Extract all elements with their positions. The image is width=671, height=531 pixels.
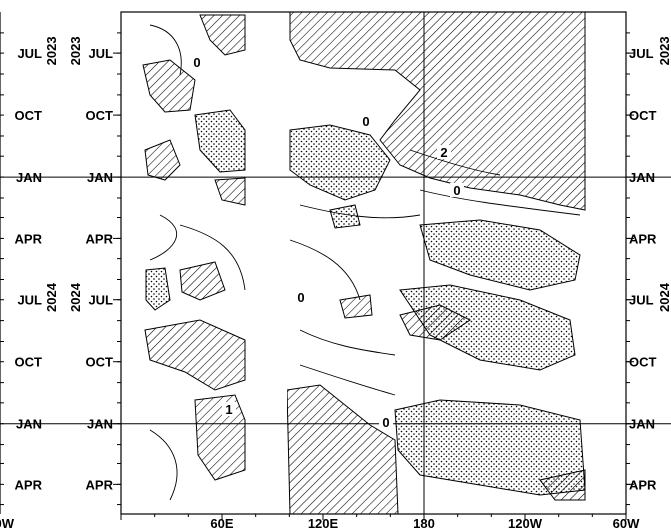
contour-label: 2: [440, 145, 447, 160]
hatched-region: [194, 394, 246, 481]
hatched-region: [339, 294, 373, 319]
y-tick-label-outer-left: OCT: [15, 355, 43, 370]
contour-label: 0: [297, 290, 304, 305]
hatched-region: [144, 139, 181, 181]
contour-line: [149, 429, 178, 501]
y-tick-label-inner-left: OCT: [86, 355, 114, 370]
hatched-region: [286, 384, 399, 514]
x-tick-label: 60E: [210, 516, 233, 531]
data-gap: [247, 12, 287, 514]
y-tick-label-right: APR: [629, 231, 657, 246]
contour-label-bg: [190, 55, 204, 69]
y-tick-label-right: APR: [629, 477, 657, 492]
y-tick-label-outer-left: APR: [15, 477, 43, 492]
plot-frame: [120, 11, 627, 515]
x-tick-label: 120W: [508, 516, 543, 531]
y-tick-label-inner-left: APR: [86, 231, 114, 246]
y-tick-label-inner-left: JUL: [88, 46, 113, 61]
contour-label-bg: [437, 145, 451, 159]
hatched-region: [142, 59, 196, 113]
contour-line: [299, 204, 421, 219]
year-label-right: 2024: [657, 282, 671, 312]
contour-label-bg: [450, 183, 464, 197]
y-tick-label-outer-left: JUL: [17, 46, 42, 61]
hatched-region: [214, 177, 246, 206]
year-label-right: 2023: [657, 36, 671, 65]
stippled-region: [194, 109, 246, 173]
stippled-region: [399, 284, 576, 371]
y-tick-label-outer-left: JUL: [17, 293, 42, 308]
contour-label: 0: [453, 183, 460, 198]
contour-label-bg: [222, 402, 236, 416]
x-tick-label: 0W: [0, 516, 15, 531]
hatched-region: [179, 261, 226, 301]
contour-label-bg: [379, 415, 393, 429]
contour-line: [299, 364, 396, 396]
hatched-region: [199, 14, 246, 56]
y-tick-label-right: OCT: [629, 108, 657, 123]
stippled-region: [419, 219, 581, 291]
contour-label: 0: [362, 114, 369, 129]
x-tick-label: 60W: [613, 516, 640, 531]
year-label-outer-left: 2023: [44, 36, 59, 65]
y-tick-label-outer-left: JAN: [16, 170, 42, 185]
contour-line: [289, 239, 361, 301]
hatched-region: [144, 319, 246, 391]
y-tick-label-inner-left: JAN: [87, 170, 113, 185]
y-tick-label-right: JUL: [629, 46, 654, 61]
x-tick-label: 180: [413, 516, 435, 531]
y-tick-label-right: OCT: [629, 355, 657, 370]
x-tick-label: 120E: [308, 516, 339, 531]
contour-label-bg: [359, 114, 373, 128]
contour-line: [149, 24, 182, 76]
contour-line: [409, 149, 501, 176]
contour-label: 1: [225, 402, 232, 417]
contour-label: 0: [193, 55, 200, 70]
contour-label: 0: [382, 415, 389, 430]
stippled-region: [145, 267, 171, 311]
contour-field: [142, 12, 586, 514]
contour-line: [299, 329, 396, 356]
stippled-region: [329, 204, 361, 229]
y-tick-label-outer-left: JAN: [16, 417, 42, 432]
contour-line: [149, 214, 178, 261]
contour-label-bg: [294, 290, 308, 304]
y-tick-label-right: JAN: [629, 170, 655, 185]
y-tick-label-inner-left: JAN: [87, 417, 113, 432]
y-tick-label-right: JAN: [629, 417, 655, 432]
hatched-region: [289, 12, 586, 211]
year-label-inner-left: 2024: [68, 282, 83, 312]
y-tick-label-right: JUL: [629, 293, 654, 308]
stippled-region: [289, 124, 391, 201]
y-tick-label-inner-left: APR: [86, 477, 114, 492]
contour-line: [419, 189, 581, 216]
year-label-outer-left: 2024: [44, 282, 59, 312]
y-tick-label-outer-left: APR: [15, 231, 43, 246]
contour-line: [179, 224, 246, 291]
y-tick-label-outer-left: OCT: [15, 108, 43, 123]
y-tick-label-inner-left: OCT: [86, 108, 114, 123]
year-label-inner-left: 2023: [68, 36, 83, 65]
y-tick-label-inner-left: JUL: [88, 293, 113, 308]
